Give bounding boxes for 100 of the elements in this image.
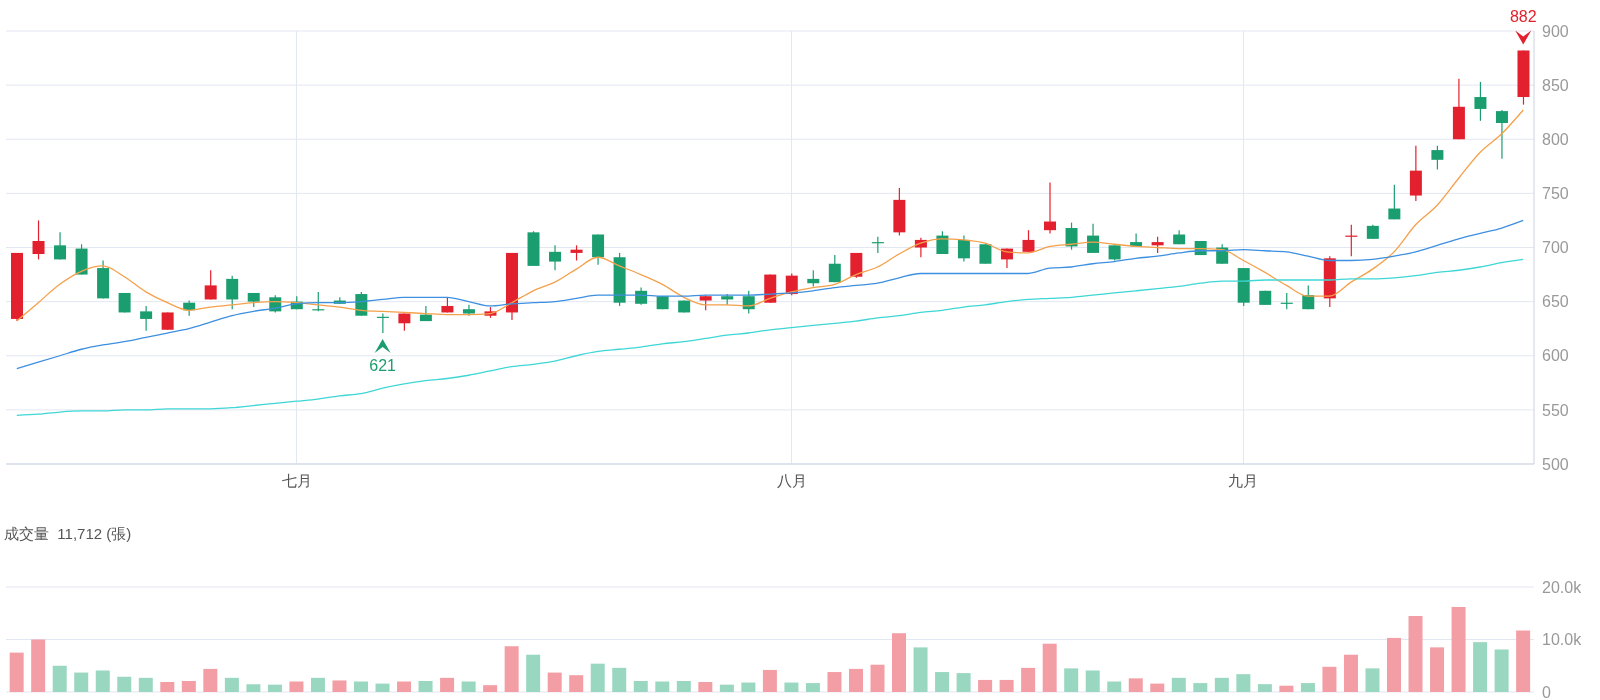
y-tick-label: 900 bbox=[1542, 22, 1569, 40]
text: 882 bbox=[1509, 8, 1537, 26]
candlestick bbox=[979, 243, 992, 265]
candlestick bbox=[549, 244, 562, 271]
bar bbox=[612, 667, 627, 692]
bar bbox=[655, 681, 670, 692]
bar bbox=[526, 654, 541, 692]
candlestick bbox=[1495, 109, 1508, 160]
bar bbox=[1473, 642, 1488, 692]
bar bbox=[397, 681, 412, 692]
bar bbox=[848, 668, 863, 692]
candlestick bbox=[828, 254, 841, 283]
bar bbox=[461, 681, 476, 692]
bar bbox=[719, 684, 734, 692]
candlestick bbox=[1087, 223, 1100, 254]
candlestick bbox=[204, 269, 217, 301]
bar bbox=[676, 680, 691, 692]
y-tick-label: 550 bbox=[1542, 401, 1569, 419]
bar bbox=[1193, 683, 1208, 692]
candlestick bbox=[957, 234, 970, 263]
bar bbox=[1516, 630, 1531, 692]
chart-title: 成交量 11,712 (張) bbox=[4, 525, 132, 544]
bar bbox=[547, 672, 562, 692]
bar bbox=[267, 684, 282, 692]
bar bbox=[1021, 667, 1036, 692]
y-tick-label: 500 bbox=[1542, 455, 1569, 473]
y-tick-label: 700 bbox=[1542, 239, 1569, 257]
bar bbox=[1343, 654, 1358, 692]
bar bbox=[827, 672, 842, 692]
y-tick-label: 20.0k bbox=[1542, 578, 1583, 596]
bar bbox=[375, 683, 390, 692]
annotation: 621 bbox=[369, 357, 397, 375]
candlestick bbox=[140, 305, 153, 332]
bar bbox=[913, 647, 928, 692]
bar bbox=[1042, 643, 1057, 692]
bar bbox=[1430, 647, 1445, 692]
bar bbox=[160, 682, 175, 692]
bar bbox=[224, 677, 239, 692]
bar bbox=[698, 682, 713, 692]
bar bbox=[978, 679, 993, 692]
bar bbox=[504, 646, 519, 692]
y-tick-label: 850 bbox=[1542, 76, 1569, 94]
bar bbox=[117, 676, 132, 692]
bar bbox=[332, 680, 347, 692]
bar bbox=[1300, 683, 1315, 692]
candlestick bbox=[1022, 229, 1035, 253]
y-tick-label: 0 bbox=[1542, 683, 1551, 700]
bar bbox=[138, 677, 153, 692]
bar bbox=[52, 665, 67, 692]
bar bbox=[935, 672, 950, 692]
candlestick bbox=[1431, 145, 1444, 171]
bar bbox=[1128, 678, 1143, 692]
candlestick bbox=[592, 233, 605, 266]
bar bbox=[74, 672, 89, 692]
bar bbox=[483, 685, 498, 692]
y-tick-label: 750 bbox=[1542, 185, 1569, 203]
bar bbox=[784, 682, 799, 692]
bar bbox=[246, 684, 261, 692]
bar bbox=[1214, 677, 1229, 692]
bar bbox=[870, 664, 885, 692]
bar bbox=[1171, 677, 1186, 692]
bar bbox=[1279, 685, 1294, 692]
bar bbox=[203, 668, 218, 692]
bar bbox=[956, 673, 971, 692]
bar bbox=[418, 680, 433, 692]
bar bbox=[590, 663, 605, 692]
candlestick bbox=[54, 231, 67, 261]
candlestick bbox=[1474, 81, 1487, 122]
candlestick bbox=[1044, 181, 1057, 235]
bar bbox=[354, 681, 368, 692]
bar bbox=[1064, 668, 1079, 692]
bar bbox=[1257, 684, 1272, 692]
bar bbox=[1150, 683, 1165, 692]
bar bbox=[1494, 649, 1509, 692]
candlestick bbox=[32, 219, 45, 261]
bar bbox=[1236, 674, 1251, 692]
y-tick-label: 10.0k bbox=[1542, 631, 1583, 649]
bar bbox=[31, 639, 46, 692]
y-tick-label: 600 bbox=[1542, 347, 1569, 365]
bar bbox=[1408, 615, 1423, 692]
line-series bbox=[16, 109, 1524, 322]
candlestick bbox=[1065, 222, 1078, 251]
line-series bbox=[16, 219, 1524, 370]
x-tick-label: 七月 bbox=[281, 472, 312, 489]
bar bbox=[1365, 668, 1380, 692]
candlestick bbox=[1388, 184, 1401, 220]
bar bbox=[310, 677, 325, 692]
bar bbox=[1322, 666, 1337, 692]
bar bbox=[1107, 681, 1122, 692]
bar bbox=[95, 670, 110, 692]
bar bbox=[289, 681, 304, 692]
bar bbox=[999, 679, 1014, 692]
x-tick-label: 八月 bbox=[776, 472, 807, 489]
bar bbox=[633, 680, 648, 692]
y-tick-label: 650 bbox=[1542, 293, 1569, 311]
bar bbox=[569, 675, 584, 692]
bar bbox=[805, 683, 820, 692]
bar bbox=[9, 652, 24, 692]
y-tick-label: 800 bbox=[1542, 130, 1569, 148]
bar bbox=[1451, 606, 1466, 692]
